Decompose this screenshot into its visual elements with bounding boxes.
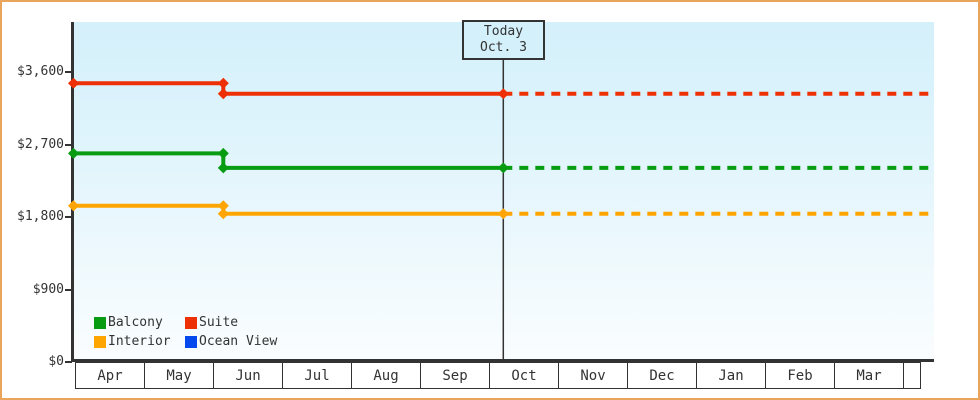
series-marker-suite [68, 77, 79, 89]
legend-label: Balcony [108, 315, 163, 330]
series-line-suite [73, 81, 504, 96]
month-cell-filler [903, 362, 921, 389]
today-marker-box: Today Oct. 3 [462, 20, 545, 60]
series-marker-suite [217, 77, 229, 89]
series-marker-suite [217, 88, 229, 100]
legend-label: Interior [108, 334, 171, 349]
series-line-interior [73, 203, 504, 216]
y-axis-label: $3,600 [17, 64, 64, 79]
legend-swatch-ocean-view [185, 335, 197, 348]
month-cell-aug: Aug [351, 362, 421, 389]
series-marker-suite [497, 88, 509, 100]
month-cell-oct: Oct [489, 362, 559, 389]
legend-item-interior: Interior [94, 334, 185, 349]
legend-swatch-suite [185, 316, 197, 329]
series-marker-balcony [217, 162, 229, 174]
today-date-label: Oct. 3 [480, 40, 527, 55]
legend-swatch-interior [94, 335, 106, 348]
month-cell-jul: Jul [282, 362, 352, 389]
series-marker-interior [497, 208, 509, 220]
y-axis-label: $2,700 [17, 136, 64, 152]
series-marker-interior [217, 200, 229, 212]
x-axis-month-row: Apr May Jun Jul Aug Sep Oct Nov Dec Jan Feb Mar [75, 362, 921, 389]
y-axis-tick [65, 71, 72, 73]
y-axis-tick [65, 361, 72, 363]
month-cell-apr: Apr [75, 362, 145, 389]
y-axis-tick [65, 288, 72, 291]
legend-item-suite: Suite [185, 315, 277, 330]
legend-label: Suite [199, 315, 239, 330]
y-axis-label: $1,800 [17, 209, 64, 224]
series-marker-balcony [217, 147, 229, 159]
month-cell-nov: Nov [558, 362, 628, 389]
legend-swatch-balcony [94, 316, 106, 329]
legend-item-balcony: Balcony [94, 315, 185, 330]
legend-item-ocean-view: Ocean View [185, 334, 277, 349]
series-marker-balcony [68, 147, 79, 159]
plot-area [71, 22, 934, 362]
month-cell-sep: Sep [420, 362, 490, 389]
month-cell-jan: Jan [696, 362, 766, 389]
series-marker-balcony [497, 162, 509, 174]
series-marker-interior [217, 208, 229, 220]
month-cell-feb: Feb [765, 362, 835, 389]
month-cell-jun: Jun [213, 362, 283, 389]
series-marker-interior [68, 200, 79, 212]
y-axis-label: $0 [48, 354, 64, 369]
y-axis-tick [65, 143, 72, 146]
series-line-balcony [73, 151, 504, 170]
chart-legend: Balcony Suite Interior Ocean View [94, 313, 277, 351]
y-axis-tick [65, 216, 72, 218]
today-label: Today [483, 24, 524, 39]
month-cell-mar: Mar [834, 362, 904, 389]
y-axis-label: $900 [32, 281, 64, 297]
legend-label: Ocean View [199, 334, 278, 349]
month-cell-may: May [144, 362, 214, 389]
month-cell-dec: Dec [627, 362, 697, 389]
